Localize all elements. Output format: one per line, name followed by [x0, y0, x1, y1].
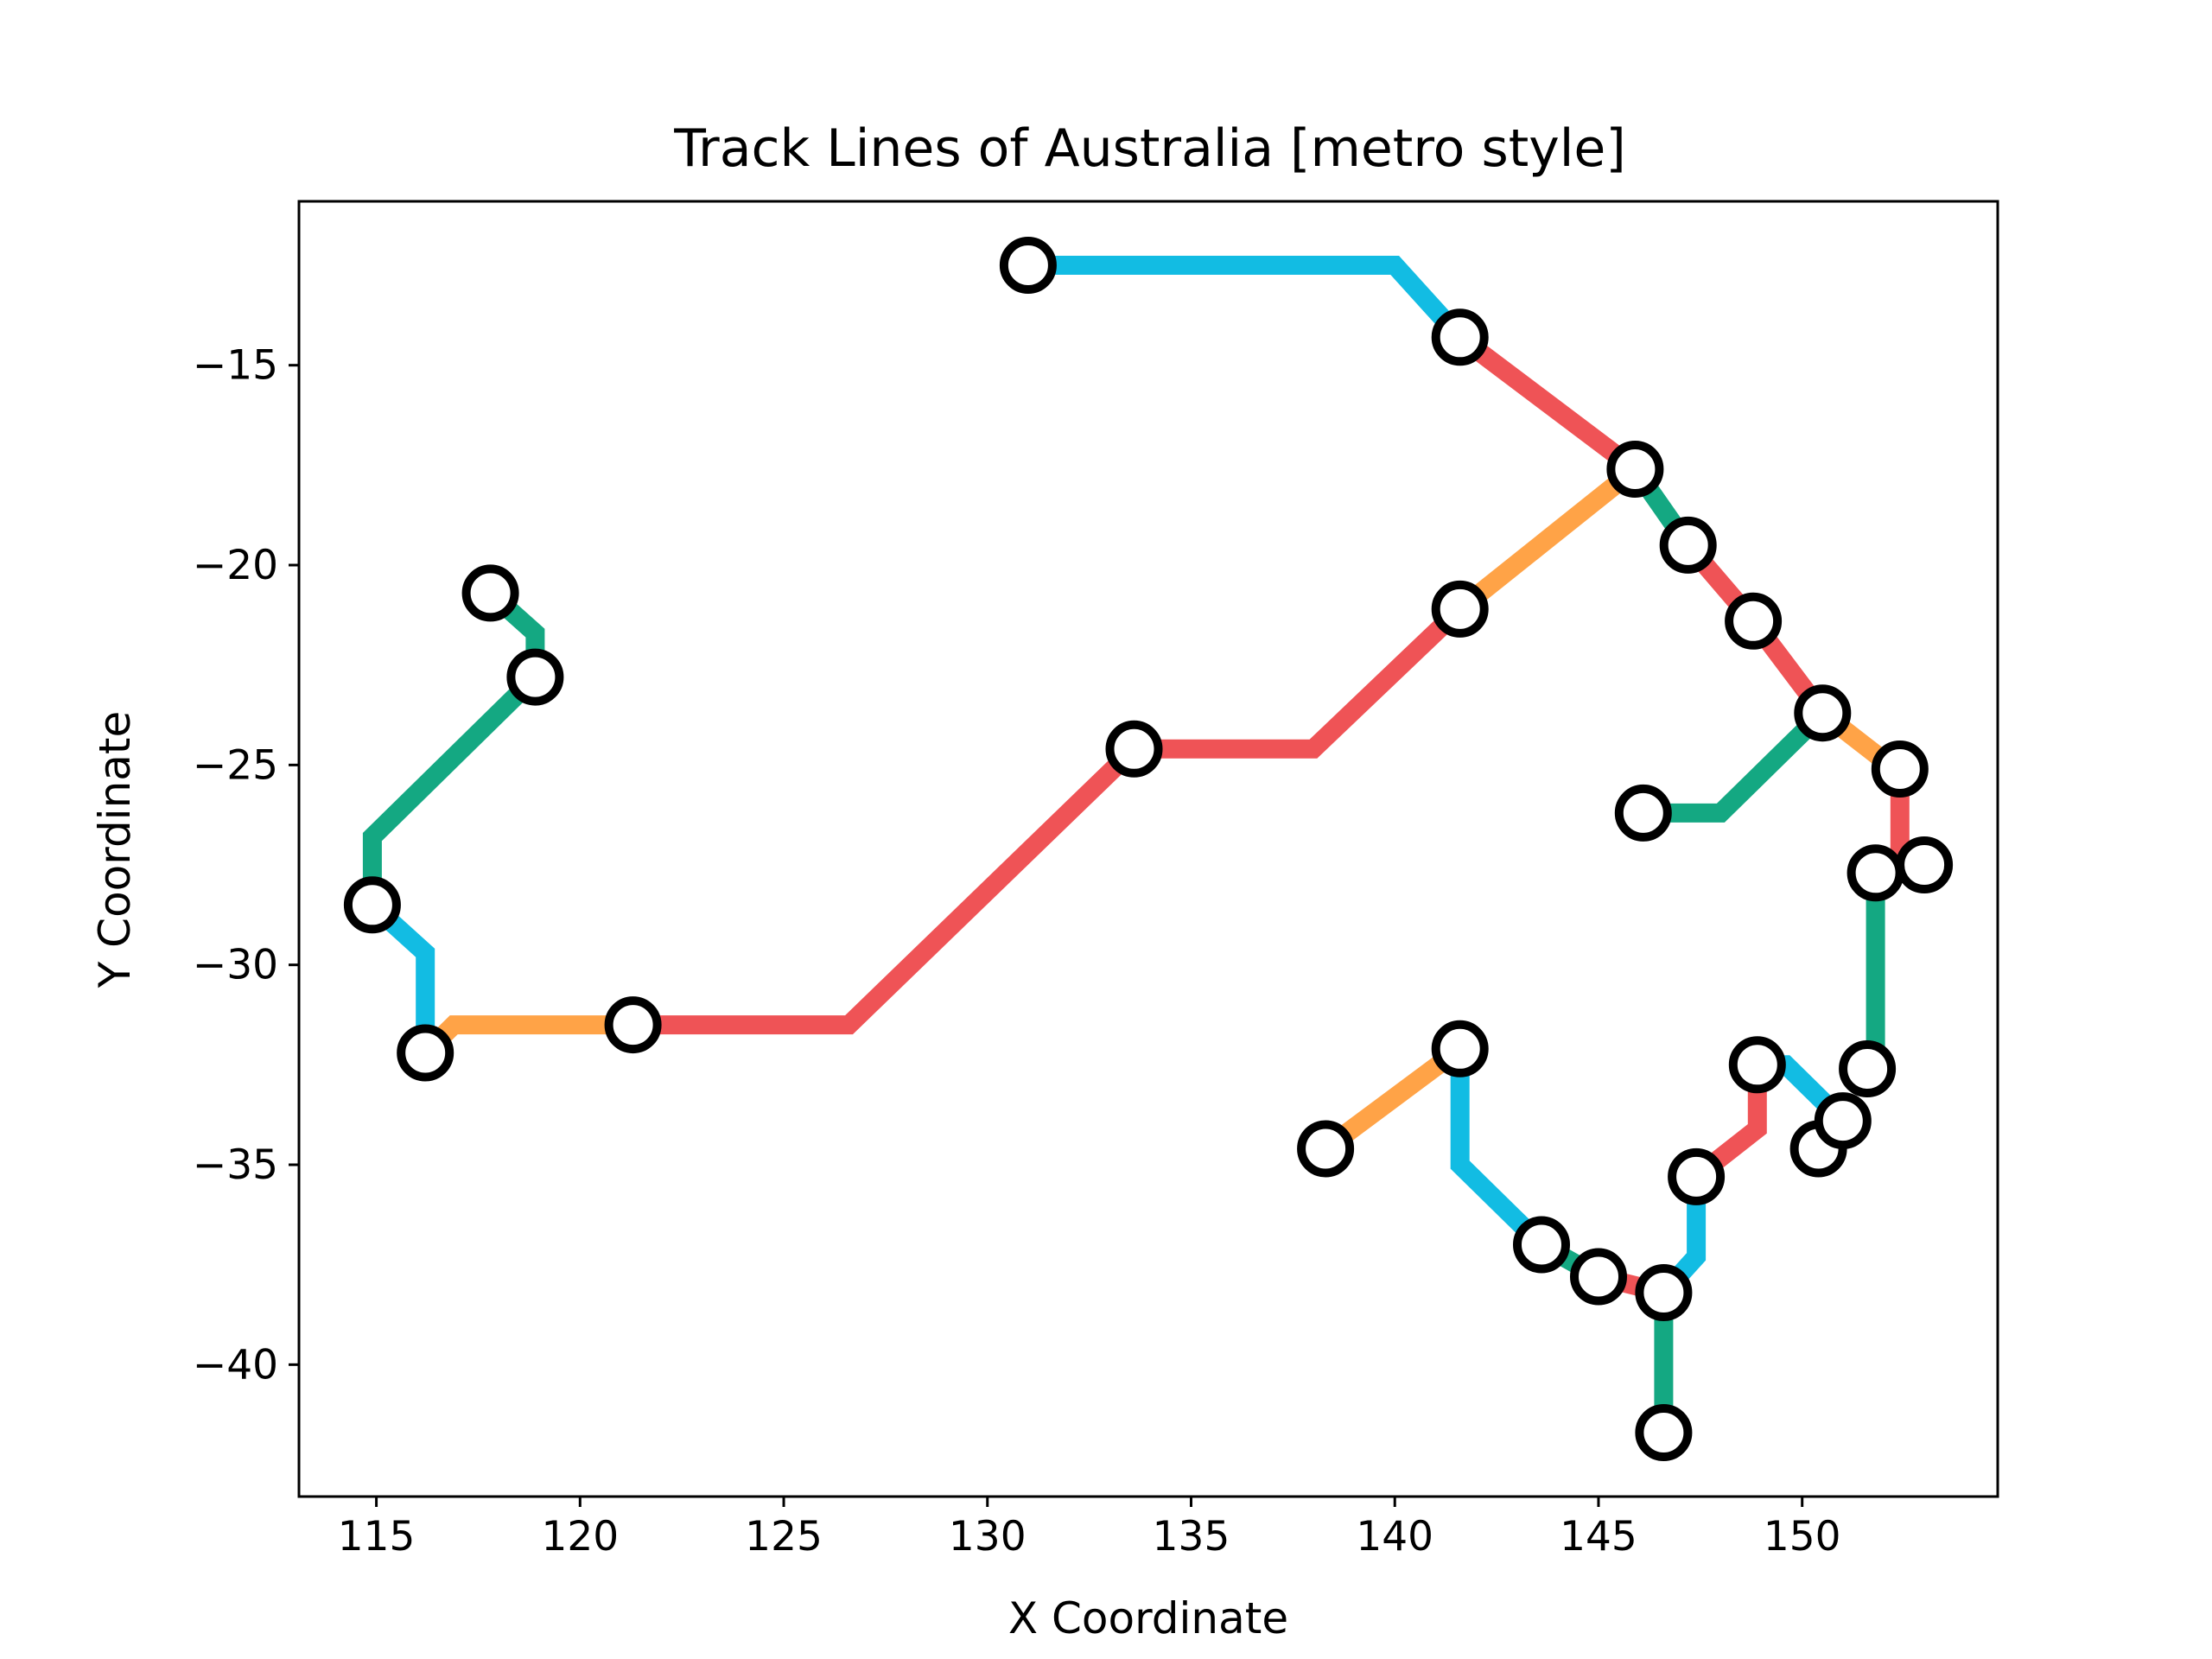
track-line-green: [1849, 876, 1885, 1078]
track-line-orange: [1453, 461, 1642, 617]
station-marker: [1728, 1036, 1786, 1094]
x-tick-label: 135: [1153, 1513, 1230, 1560]
station-marker: [1794, 684, 1852, 742]
track-line-red: [632, 601, 1467, 1035]
station-marker: [343, 876, 401, 934]
x-tick-label: 125: [745, 1513, 823, 1560]
station-marker: [1431, 308, 1489, 366]
x-tick-label: 115: [338, 1513, 416, 1560]
station-marker: [1839, 1040, 1897, 1097]
station-marker: [1725, 592, 1783, 650]
x-tick-label: 120: [541, 1513, 619, 1560]
y-tick-label: −30: [193, 942, 278, 989]
track-line-green: [1643, 706, 1830, 823]
station-marker: [1635, 1404, 1693, 1461]
x-tick-label: 140: [1356, 1513, 1433, 1560]
station-marker: [397, 1024, 454, 1082]
station-marker: [1871, 741, 1929, 798]
y-tick-label: −25: [193, 741, 278, 789]
station-marker: [1635, 1264, 1693, 1321]
x-axis-ticks: 115 120 125 130 135 140 145 150: [338, 1497, 1841, 1560]
track-line-red: [1454, 329, 1642, 477]
station-marker: [1668, 1147, 1726, 1205]
x-tick-label: 130: [949, 1513, 1027, 1560]
station-marker: [999, 237, 1057, 294]
x-tick-label: 145: [1560, 1513, 1637, 1560]
station-marker: [1614, 784, 1672, 842]
x-axis-label: X Coordinate: [1008, 1593, 1288, 1643]
station-marker: [1105, 720, 1163, 778]
y-tick-label: −15: [193, 342, 278, 390]
plot-frame: [297, 200, 1999, 1498]
station-marker: [461, 564, 519, 622]
track-line-blue: [1027, 256, 1467, 344]
y-axis-ticks: −15 −20 −25 −30 −35 −40: [193, 342, 299, 1389]
station-marker: [1431, 1020, 1489, 1077]
y-tick-label: −40: [193, 1341, 278, 1389]
station-marker: [1431, 580, 1489, 638]
station-marker: [604, 996, 662, 1054]
station-marker: [1847, 844, 1904, 902]
station-marker: [1896, 836, 1954, 893]
station-marker: [1814, 1092, 1872, 1150]
y-tick-label: −35: [193, 1141, 278, 1189]
track-lines: [362, 256, 1910, 1433]
station-marker: [1606, 441, 1664, 498]
chart-title: Track Lines of Australia [metro style]: [673, 118, 1626, 179]
track-line-green: [362, 586, 545, 906]
stations: [343, 237, 1954, 1461]
x-tick-label: 150: [1764, 1513, 1841, 1560]
track-line-orange: [418, 1015, 633, 1060]
track-line-blue: [1450, 1048, 1548, 1252]
station-marker: [1659, 516, 1717, 574]
y-axis-label: Y Coordinate: [90, 711, 140, 989]
station-marker: [1513, 1216, 1570, 1274]
station-marker: [1570, 1248, 1627, 1306]
y-tick-label: −20: [193, 542, 278, 589]
station-marker: [506, 648, 564, 706]
station-marker: [1297, 1120, 1355, 1178]
